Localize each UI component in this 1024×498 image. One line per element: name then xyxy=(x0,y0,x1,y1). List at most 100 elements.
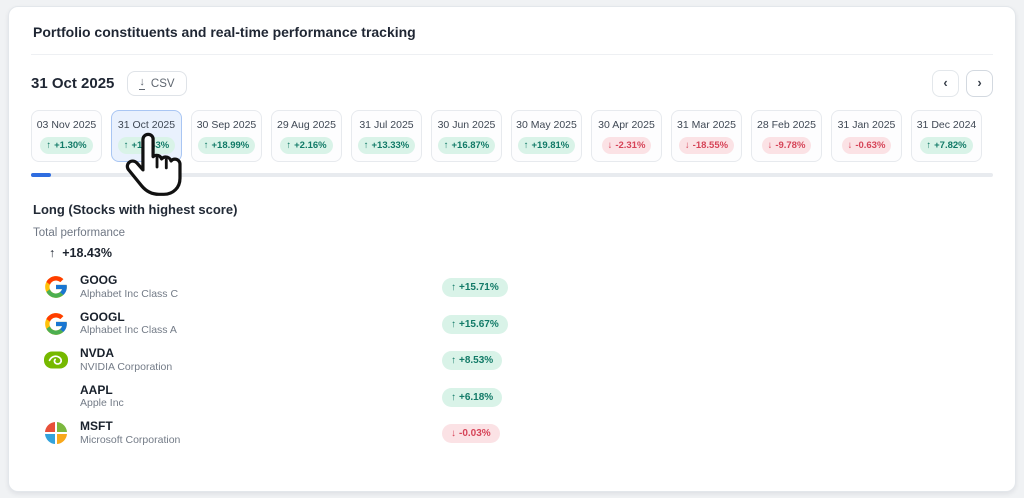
next-dates-button[interactable]: › xyxy=(966,70,993,97)
stock-logo xyxy=(43,311,69,337)
direction-arrow-icon: ↑ xyxy=(451,282,456,294)
date-strip-scrollbar[interactable] xyxy=(31,173,993,177)
change-value: +18.43% xyxy=(131,140,170,151)
direction-arrow-icon: ↑ xyxy=(203,140,209,151)
direction-arrow-icon: ↑ xyxy=(451,318,456,330)
stock-row[interactable]: MSFT Microsoft Corporation ↓ -0.03% xyxy=(33,415,991,452)
direction-arrow-icon: ↑ xyxy=(363,140,369,151)
direction-arrow-icon: ↑ xyxy=(46,140,52,151)
chevron-right-icon: › xyxy=(977,75,982,90)
date-card-date: 30 Sep 2025 xyxy=(196,119,257,131)
date-card-change-badge: ↓ -9.78% xyxy=(761,137,812,154)
stock-ticker: NVDA xyxy=(80,346,115,361)
change-value: -18.55% xyxy=(692,140,729,151)
long-section-heading: Long (Stocks with highest score) xyxy=(33,202,238,217)
stock-row[interactable]: GOOG Alphabet Inc Class C ↑ +15.71% xyxy=(33,269,991,306)
date-card[interactable]: 30 May 2025 ↑ +19.81% xyxy=(511,110,582,162)
change-value: -0.63% xyxy=(855,140,886,151)
stock-change-badge: ↓ -0.03% xyxy=(442,424,500,444)
direction-arrow-icon: ↑ xyxy=(123,140,129,151)
date-card-date: 03 Nov 2025 xyxy=(36,119,97,131)
date-card-change-badge: ↑ +18.43% xyxy=(117,137,176,154)
direction-arrow-icon: ↓ xyxy=(607,140,613,151)
change-value: +13.33% xyxy=(371,140,410,151)
long-section: Long (Stocks with highest score) Total p… xyxy=(33,202,991,452)
change-value: +16.87% xyxy=(451,140,490,151)
date-card-date: 30 Apr 2025 xyxy=(598,119,655,131)
date-card-date: 31 Jan 2025 xyxy=(837,119,896,131)
msft-pie-logo-icon xyxy=(45,422,67,445)
date-card-change-badge: ↑ +16.87% xyxy=(437,137,496,154)
date-card-date: 31 Jul 2025 xyxy=(359,119,414,131)
date-card[interactable]: 30 Jun 2025 ↑ +16.87% xyxy=(431,110,502,162)
stock-list: GOOG Alphabet Inc Class C ↑ +15.71% GOOG… xyxy=(33,269,991,452)
stock-row[interactable]: GOOGL Alphabet Inc Class A ↑ +15.67% xyxy=(33,306,991,343)
date-card-change-badge: ↑ +2.16% xyxy=(280,137,333,154)
stock-ticker: GOOGL xyxy=(80,309,125,324)
up-arrow-icon: ↑ xyxy=(49,246,56,260)
total-performance-value: +18.43% xyxy=(62,246,112,260)
date-card[interactable]: 30 Apr 2025 ↓ -2.31% xyxy=(591,110,662,162)
stock-logo xyxy=(43,274,69,300)
page-title: Portfolio constituents and real-time per… xyxy=(33,24,416,40)
direction-arrow-icon: ↑ xyxy=(926,140,932,151)
date-card-date: 31 Oct 2025 xyxy=(117,119,176,131)
stock-company-name: NVIDIA Corporation xyxy=(80,360,173,373)
change-value: +19.81% xyxy=(531,140,570,151)
stock-company-name: Alphabet Inc Class C xyxy=(80,287,179,300)
stock-change-badge: ↑ +6.18% xyxy=(442,387,503,407)
change-value: +15.71% xyxy=(459,282,499,294)
stock-company-name: Microsoft Corporation xyxy=(80,433,181,446)
selected-date-label: 31 Oct 2025 xyxy=(31,75,115,92)
stock-logo xyxy=(43,420,69,446)
stock-change-badge: ↑ +8.53% xyxy=(442,351,503,371)
google-logo-icon xyxy=(45,276,67,299)
direction-arrow-icon: ↓ xyxy=(684,140,690,151)
stock-logo xyxy=(43,347,69,373)
date-card-date: 30 Jun 2025 xyxy=(437,119,496,131)
direction-arrow-icon: ↓ xyxy=(451,428,456,440)
date-card[interactable]: 31 Jul 2025 ↑ +13.33% xyxy=(351,110,422,162)
csv-download-button[interactable]: ↓ CSV xyxy=(127,71,187,96)
date-card[interactable]: 31 Dec 2024 ↑ +7.82% xyxy=(911,110,982,162)
date-card[interactable]: 28 Feb 2025 ↓ -9.78% xyxy=(751,110,822,162)
direction-arrow-icon: ↓ xyxy=(767,140,773,151)
scrollbar-thumb[interactable] xyxy=(31,173,51,177)
download-icon: ↓ xyxy=(139,76,145,90)
direction-arrow-icon: ↑ xyxy=(451,355,456,367)
toolbar: 31 Oct 2025 ↓ CSV ‹ › xyxy=(31,70,993,97)
stock-row[interactable]: AAPL Apple Inc ↑ +6.18% xyxy=(33,379,991,416)
date-card-change-badge: ↑ +13.33% xyxy=(357,137,416,154)
date-card[interactable]: 31 Oct 2025 ↑ +18.43% xyxy=(111,110,182,162)
date-card[interactable]: 30 Sep 2025 ↑ +18.99% xyxy=(191,110,262,162)
change-value: -0.03% xyxy=(459,428,491,440)
prev-dates-button[interactable]: ‹ xyxy=(932,70,959,97)
chevron-left-icon: ‹ xyxy=(943,75,948,90)
date-card[interactable]: 31 Jan 2025 ↓ -0.63% xyxy=(831,110,902,162)
stock-row[interactable]: NVDA NVIDIA Corporation ↑ +8.53% xyxy=(33,342,991,379)
date-card-date: 29 Aug 2025 xyxy=(277,119,336,131)
date-card-change-badge: ↑ +19.81% xyxy=(517,137,576,154)
date-card[interactable]: 31 Mar 2025 ↓ -18.55% xyxy=(671,110,742,162)
date-card-date: 30 May 2025 xyxy=(516,119,577,131)
stock-company-name: Apple Inc xyxy=(80,397,124,410)
panel-header: Portfolio constituents and real-time per… xyxy=(31,7,993,55)
direction-arrow-icon: ↑ xyxy=(523,140,529,151)
direction-arrow-icon: ↑ xyxy=(443,140,449,151)
stock-ticker: MSFT xyxy=(80,419,113,434)
total-performance-label: Total performance xyxy=(33,227,126,239)
date-card-change-badge: ↑ +18.99% xyxy=(197,137,256,154)
blank-logo xyxy=(43,384,69,410)
nvidia-logo-icon xyxy=(44,351,68,369)
stock-change-badge: ↑ +15.67% xyxy=(442,314,508,334)
stock-change-badge: ↑ +15.71% xyxy=(442,278,508,298)
date-card-change-badge: ↓ -0.63% xyxy=(841,137,892,154)
stock-ticker: GOOG xyxy=(80,273,118,288)
portfolio-panel: Portfolio constituents and real-time per… xyxy=(8,6,1016,492)
date-card[interactable]: 29 Aug 2025 ↑ +2.16% xyxy=(271,110,342,162)
date-card[interactable]: 03 Nov 2025 ↑ +1.30% xyxy=(31,110,102,162)
date-card-change-badge: ↓ -18.55% xyxy=(678,137,735,154)
change-value: +8.53% xyxy=(459,355,494,367)
change-value: +6.18% xyxy=(459,391,494,403)
stock-company-name: Alphabet Inc Class A xyxy=(80,324,177,337)
